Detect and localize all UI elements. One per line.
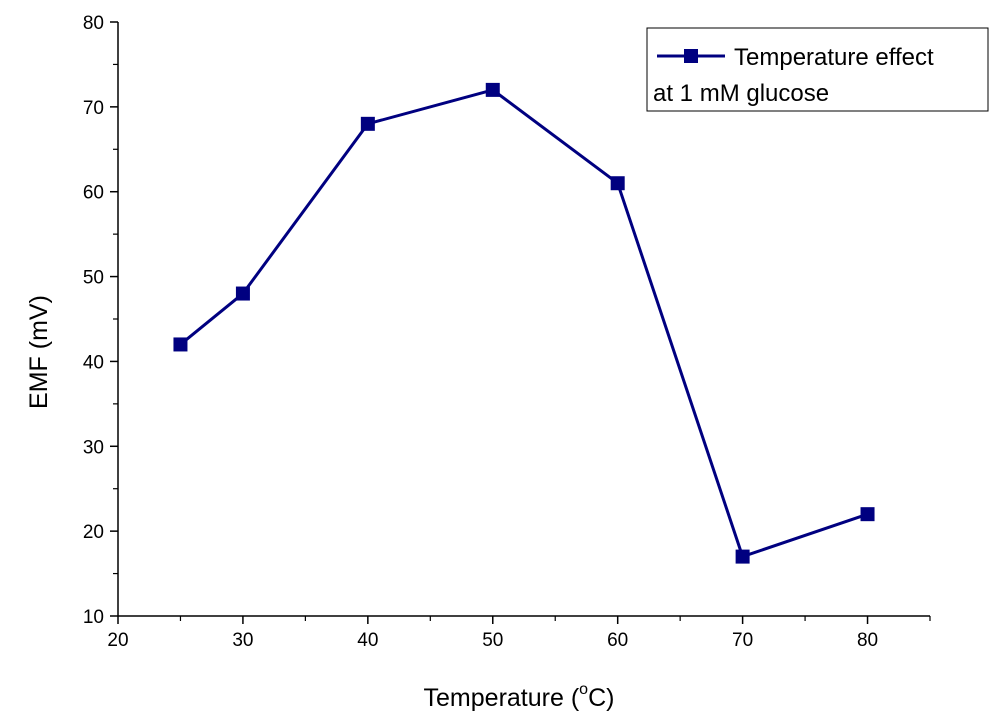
legend-label-line2: at 1 mM glucose: [653, 80, 829, 107]
data-point: [610, 176, 625, 191]
data-point: [173, 337, 188, 352]
data-point: [485, 82, 500, 97]
y-tick-label: 40: [83, 352, 104, 373]
data-point: [360, 116, 375, 131]
y-tick-label: 70: [83, 98, 104, 119]
x-tick-label: 60: [607, 630, 628, 651]
series-line: [179, 88, 869, 559]
data-point: [235, 286, 250, 301]
legend-box: [646, 27, 989, 112]
series-layer: [173, 82, 875, 564]
x-axis-ticks: 20 30 40 50 60 70 80: [107, 616, 931, 651]
y-axis-ticks: 10 20 30 40 50 60 70 80: [83, 13, 118, 628]
x-axis-title: Temperature (oC): [424, 681, 615, 712]
y-tick-label: 10: [83, 607, 104, 628]
x-tick-label: 40: [357, 630, 378, 651]
legend-marker: [684, 49, 698, 63]
y-tick-label: 20: [83, 522, 104, 543]
y-tick-label: 80: [83, 13, 104, 34]
x-tick-label: 80: [857, 630, 878, 651]
x-tick-label: 50: [482, 630, 503, 651]
legend-label-line1: Temperature effect: [734, 44, 934, 71]
y-axis-title: EMF (mV): [25, 295, 53, 409]
y-tick-label: 30: [83, 437, 104, 458]
y-tick-label: 60: [83, 183, 104, 204]
x-tick-label: 30: [232, 630, 253, 651]
legend: Temperature effect at 1 mM glucose: [646, 27, 989, 112]
data-point: [860, 507, 875, 522]
y-tick-label: 50: [83, 268, 104, 289]
x-tick-label: 70: [732, 630, 753, 651]
data-point: [735, 549, 750, 564]
x-tick-label: 20: [107, 630, 128, 651]
